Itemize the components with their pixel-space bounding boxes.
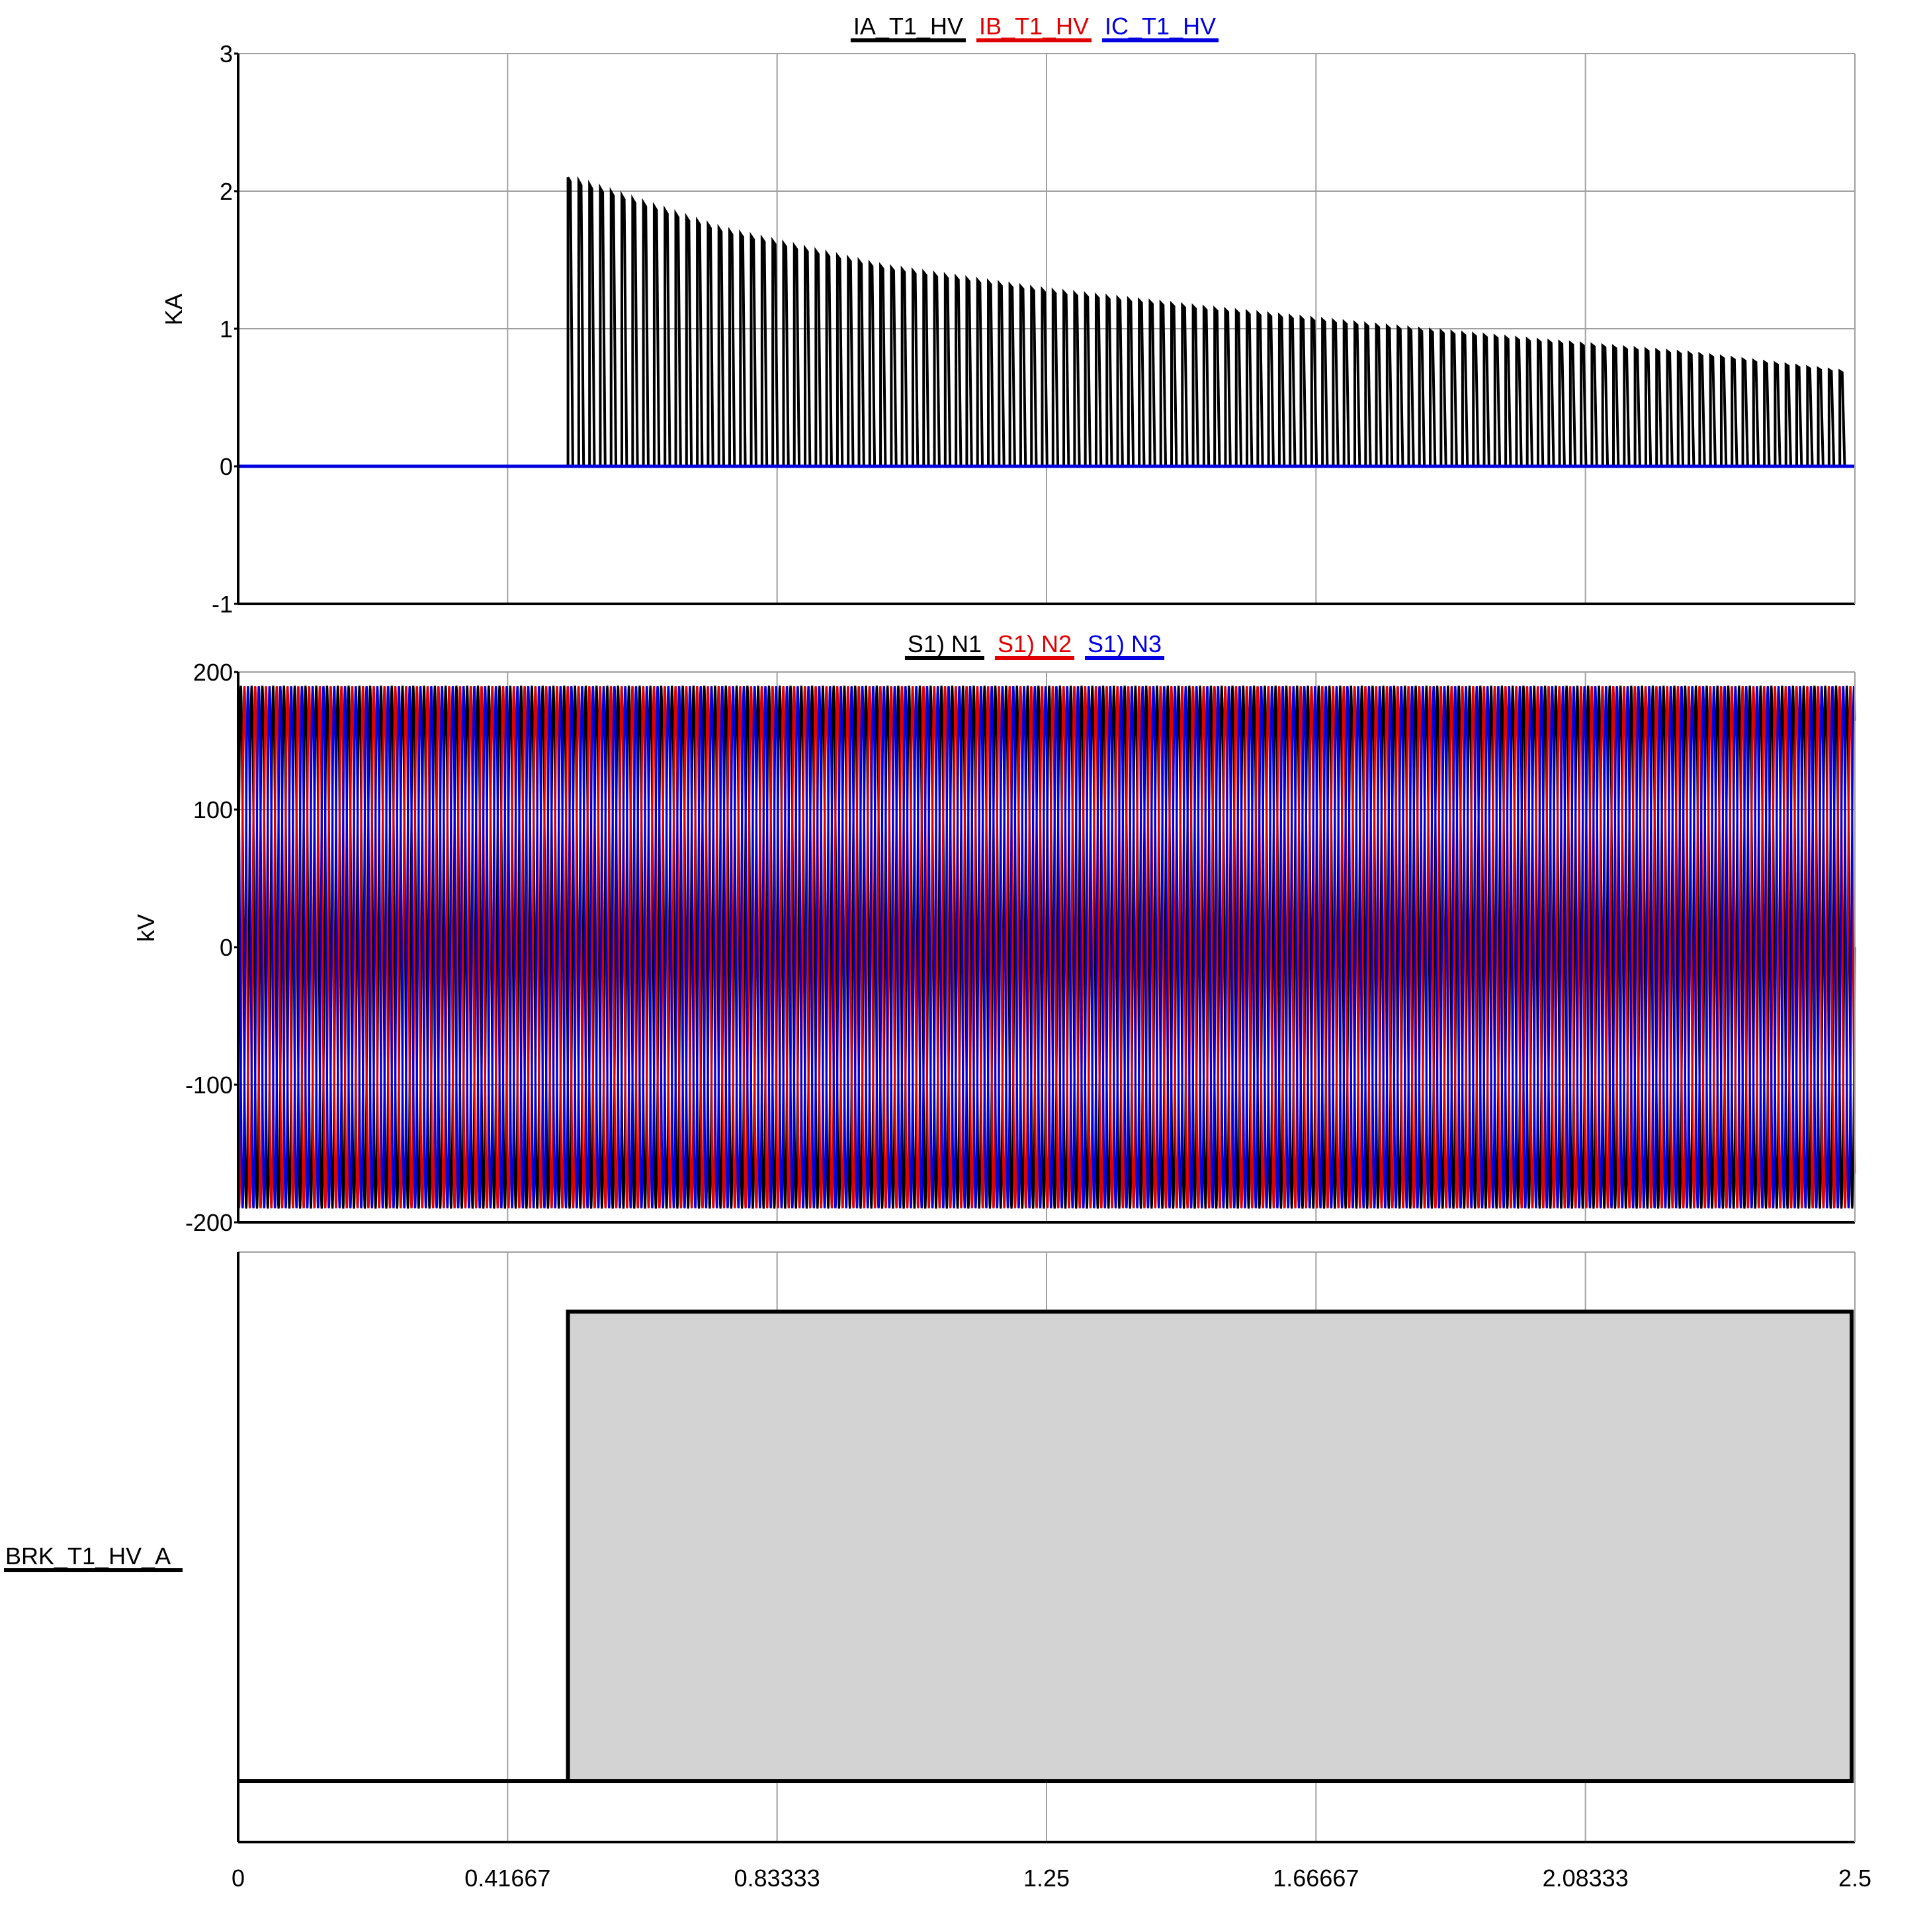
voltage-legend-entry: S1) N3 — [1088, 630, 1162, 657]
breaker-signal-label: BRK_T1_HV_A — [5, 1542, 171, 1570]
voltage-y-tick-label: -100 — [185, 1071, 233, 1099]
voltage-y-tick-label: 200 — [193, 659, 233, 686]
voltage-y-tick-label: -200 — [185, 1209, 233, 1236]
voltage-y-tick-label: 0 — [220, 934, 233, 961]
voltage-y-ticks: 200 100 0 -100 -200 — [185, 659, 238, 1236]
x-tick-label: 1.25 — [1023, 1865, 1070, 1892]
current-legend: IA_T1_HV IB_T1_HV IC_T1_HV — [851, 13, 1219, 40]
x-tick-label: 0.83333 — [734, 1865, 820, 1892]
current-y-tick-label: 0 — [220, 453, 233, 480]
current-y-tick-label: -1 — [212, 591, 233, 618]
voltage-legend-entry: S1) N2 — [998, 630, 1072, 657]
voltage-panel: 200 100 0 -100 -200 kV S1) N1 S1) N2 S1) N3 — [132, 630, 1855, 1236]
voltage-series — [238, 686, 1855, 1208]
current-y-axis-label: KA — [160, 294, 187, 325]
current-y-ticks: 3 2 1 0 -1 — [212, 40, 238, 618]
x-tick-label: 1.66667 — [1273, 1865, 1359, 1892]
time-x-ticks: 0 0.41667 0.83333 1.25 1.66667 2.08333 2.5 — [232, 1865, 1871, 1892]
voltage-y-axis-label: kV — [132, 914, 159, 942]
x-tick-label: 2.08333 — [1543, 1865, 1629, 1892]
current-legend-entry: IC_T1_HV — [1105, 13, 1216, 40]
breaker-closed-area — [568, 1312, 1852, 1781]
x-tick-label: 2.5 — [1838, 1865, 1871, 1892]
current-legend-entry: IA_T1_HV — [853, 13, 963, 40]
current-panel: 3 2 1 0 -1 KA IA_T1_HV IB_T1_HV IC_T1_HV — [160, 13, 1855, 618]
x-tick-label: 0 — [232, 1865, 245, 1892]
x-tick-label: 0.41667 — [464, 1865, 550, 1892]
voltage-legend-entry: S1) N1 — [908, 630, 982, 657]
voltage-y-tick-label: 100 — [193, 796, 233, 823]
current-y-tick-label: 1 — [220, 315, 233, 343]
current-legend-entry: IB_T1_HV — [979, 13, 1089, 40]
breaker-panel: 0 0.41667 0.83333 1.25 1.66667 2.08333 2.5 BRK… — [4, 1252, 1871, 1892]
voltage-legend: S1) N1 S1) N2 S1) N3 — [905, 630, 1164, 658]
current-y-tick-label: 2 — [220, 178, 233, 205]
current-y-tick-label: 3 — [220, 40, 233, 67]
